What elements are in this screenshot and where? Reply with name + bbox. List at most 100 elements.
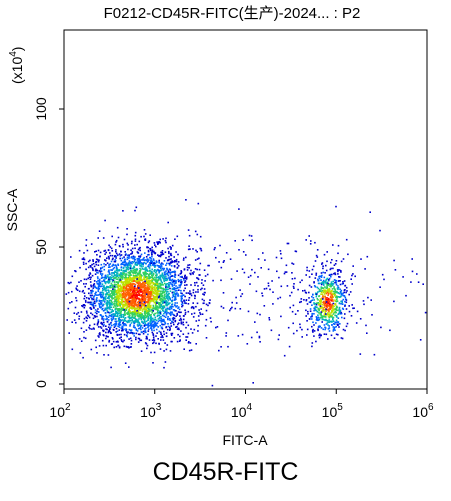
event-dot	[315, 309, 318, 312]
event-dot	[122, 300, 125, 303]
event-dot	[146, 336, 148, 338]
event-dot	[264, 259, 266, 261]
event-dot	[119, 285, 121, 287]
event-dot	[235, 296, 237, 299]
event-dot	[327, 288, 329, 290]
event-dot	[262, 252, 264, 254]
event-dot	[185, 336, 187, 338]
event-dot	[329, 306, 331, 308]
event-dot	[248, 234, 251, 237]
event-dot	[106, 305, 109, 307]
event-dot	[123, 256, 125, 258]
event-dot	[95, 250, 97, 252]
event-dot	[113, 290, 116, 292]
event-dot	[157, 306, 159, 308]
event-dot	[103, 276, 105, 279]
event-dot	[154, 276, 156, 279]
event-dot	[177, 323, 179, 326]
event-dot	[137, 319, 139, 322]
event-dot	[119, 280, 122, 282]
event-dot	[120, 281, 123, 284]
event-dot	[119, 320, 121, 322]
event-dot	[256, 331, 258, 334]
event-dot	[92, 285, 94, 287]
event-dot	[175, 258, 178, 261]
event-dot	[208, 302, 211, 304]
event-dot	[337, 296, 340, 298]
event-dot	[103, 323, 105, 326]
y-axis-label: SSC-A	[4, 188, 20, 231]
event-dot	[279, 296, 282, 299]
event-dot	[326, 312, 329, 314]
event-dot	[75, 299, 78, 302]
event-dot	[147, 312, 149, 315]
event-dot	[329, 268, 332, 271]
event-dot	[128, 328, 131, 331]
event-dot	[126, 254, 129, 257]
event-dot	[198, 319, 200, 322]
event-dot	[96, 269, 98, 272]
event-dot	[104, 288, 106, 291]
event-dot	[114, 259, 117, 262]
event-dot	[124, 362, 127, 364]
event-dot	[137, 290, 139, 292]
event-dot	[107, 270, 110, 273]
event-dot	[134, 292, 137, 295]
event-dot	[174, 295, 177, 297]
event-dot	[338, 312, 340, 315]
event-dot	[85, 283, 87, 285]
event-dot	[109, 322, 112, 325]
event-dot	[159, 302, 161, 304]
event-dot	[126, 280, 129, 282]
event-dot	[109, 315, 112, 317]
event-dot	[148, 299, 150, 301]
event-dot	[174, 304, 176, 307]
event-dot	[103, 268, 106, 271]
event-dot	[140, 235, 142, 238]
event-dot	[167, 323, 169, 325]
event-dot	[291, 278, 294, 280]
event-dot	[146, 246, 148, 248]
event-dot	[319, 313, 322, 316]
event-dot	[138, 283, 140, 285]
event-dot	[139, 305, 142, 308]
event-dot	[294, 277, 296, 280]
event-dot	[130, 322, 133, 324]
event-dot	[317, 308, 320, 311]
event-dot	[134, 311, 136, 313]
event-dot	[96, 294, 98, 296]
event-dot	[156, 282, 159, 284]
event-dot	[83, 306, 86, 309]
event-dot	[142, 258, 145, 260]
event-dot	[125, 286, 128, 288]
event-dot	[346, 322, 349, 325]
event-dot	[111, 294, 114, 296]
event-dot	[98, 306, 101, 308]
event-dot	[97, 260, 100, 263]
event-dot	[202, 284, 205, 286]
event-dot	[287, 242, 290, 245]
event-dot	[144, 267, 146, 269]
event-dot	[139, 288, 142, 291]
event-dot	[193, 312, 196, 315]
event-dot	[139, 325, 142, 328]
event-dot	[115, 312, 117, 315]
event-dot	[110, 295, 113, 297]
event-dot	[184, 281, 186, 284]
event-dot	[174, 319, 177, 322]
event-dot	[126, 284, 128, 286]
event-dot	[115, 249, 117, 251]
event-dot	[111, 235, 113, 238]
event-dot	[118, 290, 120, 293]
event-dot	[123, 260, 126, 262]
event-dot	[163, 260, 166, 262]
event-dot	[158, 314, 161, 316]
event-dot	[123, 333, 126, 336]
event-dot	[122, 313, 125, 316]
event-dot	[183, 289, 185, 292]
event-dot	[306, 320, 308, 322]
event-dot	[136, 324, 139, 326]
event-dot	[118, 292, 120, 294]
event-dot	[98, 336, 100, 338]
event-dot	[136, 263, 138, 266]
